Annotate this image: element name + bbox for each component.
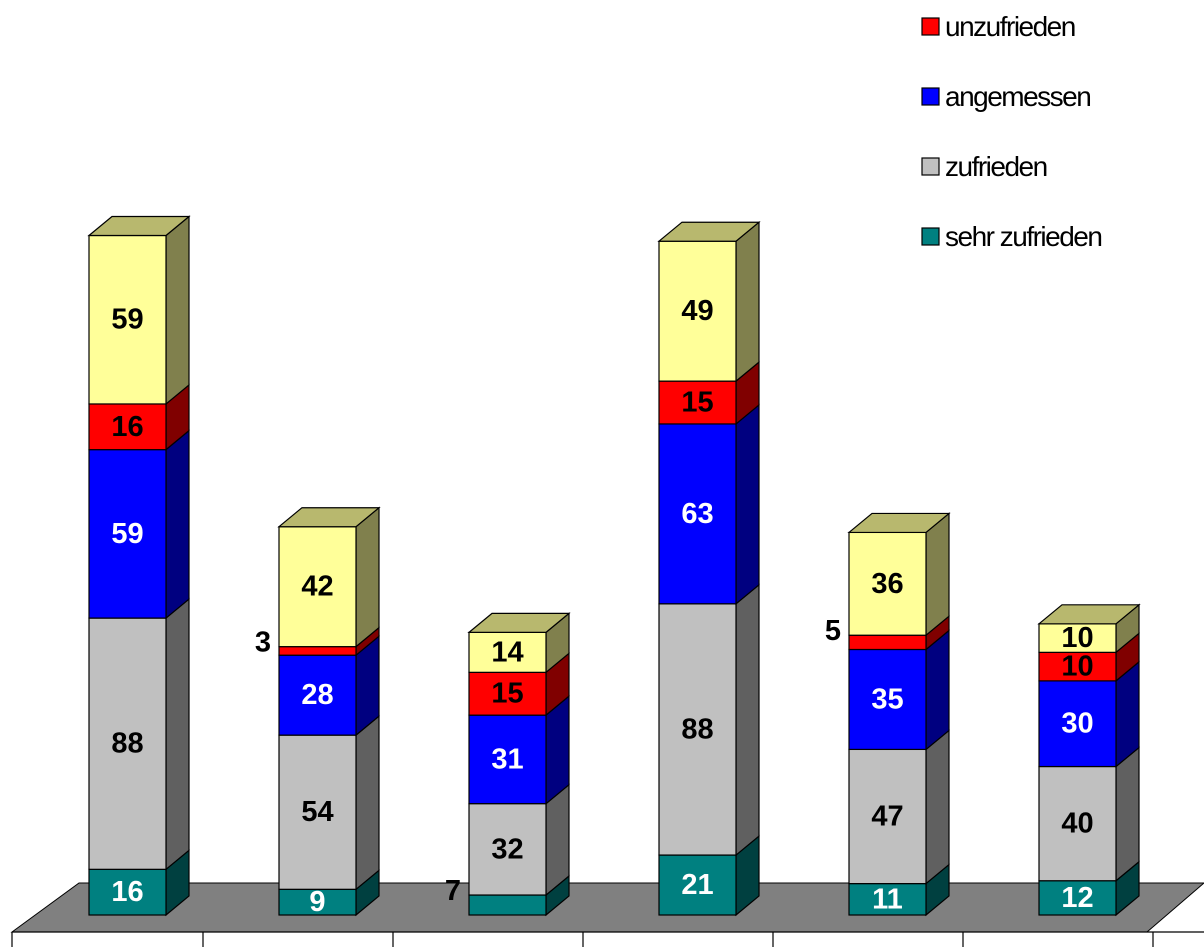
bar-segment — [658, 854, 737, 916]
data-label: 42 — [301, 571, 333, 603]
bar-segment-side — [165, 429, 190, 620]
bar-segment — [848, 748, 927, 885]
legend-item: sehr zufrieden — [921, 221, 1103, 252]
legend-swatch — [921, 227, 940, 246]
data-label: 16 — [111, 876, 143, 908]
bar-segment — [88, 868, 167, 916]
x-axis — [11, 931, 1204, 947]
bar-segment — [848, 531, 927, 636]
bar-stack: 9 54 28 3 42 — [255, 506, 381, 918]
data-label: 12 — [1061, 882, 1093, 914]
data-label: 31 — [491, 743, 523, 775]
bar-stacks: 16 88 59 16 59 9 54 28 3 42 7 32 31 15 14 21 88 63 15 49 11 4… — [87, 215, 1141, 918]
data-label: 9 — [309, 886, 325, 918]
legend-item: unzufrieden — [921, 11, 1076, 42]
chart-floor — [10, 882, 1204, 933]
legend-swatch — [921, 17, 940, 36]
data-label: 3 — [255, 627, 271, 659]
data-label: 28 — [301, 679, 333, 711]
legend: unzufrieden angemessen zufrieden sehr zufr… — [921, 11, 1103, 252]
bar-segment — [468, 803, 547, 896]
bar-segment-side — [735, 220, 760, 383]
bar-segment-side — [925, 629, 950, 751]
floor-plane — [10, 882, 1204, 933]
legend-item: angemessen — [921, 81, 1092, 112]
data-label: 63 — [681, 498, 713, 530]
bar-segment — [658, 603, 737, 856]
bar-segment — [278, 646, 357, 656]
bar-segment — [278, 888, 357, 916]
data-label: 32 — [491, 833, 523, 865]
bar-segment — [88, 449, 167, 619]
data-label: 10 — [1061, 622, 1093, 654]
bar-segment — [468, 894, 547, 916]
legend-label: angemessen — [945, 81, 1090, 112]
bar-top — [467, 612, 571, 633]
data-label: 47 — [871, 801, 903, 833]
data-label: 54 — [301, 796, 333, 828]
bar-segment — [848, 634, 927, 651]
data-label: 7 — [445, 875, 461, 907]
bar-stack: 11 47 35 5 36 — [825, 512, 951, 917]
bar-segment — [278, 654, 357, 736]
bar-segment — [658, 423, 737, 605]
bar-top — [1037, 604, 1141, 625]
bar-top — [277, 507, 381, 528]
data-label: 36 — [871, 568, 903, 600]
bar-segment — [278, 734, 357, 890]
bar-segment — [88, 617, 167, 870]
bar-segment — [468, 631, 547, 673]
bar-segment — [278, 526, 357, 648]
bar-segment-side — [925, 512, 950, 637]
bar-segment — [848, 648, 927, 751]
data-label: 59 — [111, 518, 143, 550]
bar-segment-side — [1115, 746, 1140, 883]
data-label: 30 — [1061, 708, 1093, 740]
bar-stack: 16 88 59 16 59 — [87, 215, 191, 917]
bar-segment — [468, 714, 547, 805]
data-label: 5 — [825, 615, 841, 647]
bar-top — [657, 221, 761, 242]
data-label: 40 — [1061, 808, 1093, 840]
legend-label: zufrieden — [945, 151, 1047, 182]
data-label: 11 — [872, 883, 903, 915]
data-label: 15 — [681, 387, 713, 419]
data-label: 88 — [681, 713, 713, 745]
bar-top — [87, 215, 191, 237]
bar-segment — [1038, 680, 1117, 768]
bar-stack: 7 32 31 15 14 — [445, 612, 571, 917]
data-label: 49 — [681, 295, 713, 327]
bar-segment-side — [165, 215, 190, 406]
bar-segment-side — [165, 597, 190, 871]
bar-segment-side — [735, 583, 760, 857]
legend-label: unzufrieden — [945, 11, 1075, 42]
data-label: 15 — [491, 678, 523, 710]
bar-stack: 21 88 63 15 49 — [657, 220, 761, 917]
bar-segment-side — [925, 729, 950, 885]
data-label: 35 — [871, 683, 903, 715]
data-label: 16 — [111, 411, 143, 443]
legend-item: zufrieden — [921, 151, 1048, 182]
legend-swatch — [921, 157, 940, 176]
legend-swatch — [921, 87, 940, 106]
data-label: 14 — [491, 636, 523, 668]
data-label: 21 — [681, 869, 713, 901]
bar-segment-side — [735, 403, 760, 606]
bar-segment — [1038, 623, 1117, 653]
bar-segment-side — [355, 506, 380, 648]
bar-segment — [88, 234, 167, 405]
data-label: 10 — [1061, 651, 1093, 683]
legend-label: sehr zufrieden — [945, 221, 1101, 252]
data-label: 59 — [111, 304, 143, 336]
bar-top — [847, 512, 951, 534]
bar-segment-side — [355, 714, 380, 891]
bar-segment — [468, 671, 547, 716]
data-label: 88 — [111, 728, 143, 760]
